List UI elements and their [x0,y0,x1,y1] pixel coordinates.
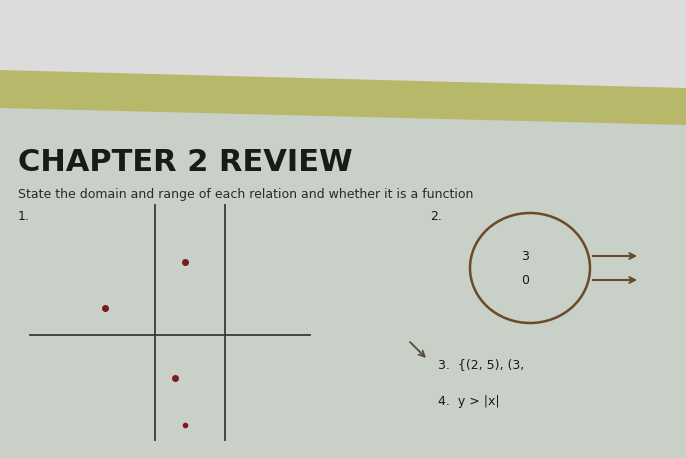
Text: CHAPTER 2 REVIEW: CHAPTER 2 REVIEW [18,148,353,177]
Text: 0: 0 [521,273,529,287]
Text: 1.: 1. [18,210,30,223]
Text: 3.  {(2, 5), (3,: 3. {(2, 5), (3, [438,358,524,371]
Text: 2.: 2. [430,210,442,223]
Polygon shape [0,0,686,95]
Text: 3: 3 [521,250,529,262]
Polygon shape [0,70,686,125]
Text: State the domain and range of each relation and whether it is a function: State the domain and range of each relat… [18,188,473,201]
Text: 4.  y > |x|: 4. y > |x| [438,395,499,408]
